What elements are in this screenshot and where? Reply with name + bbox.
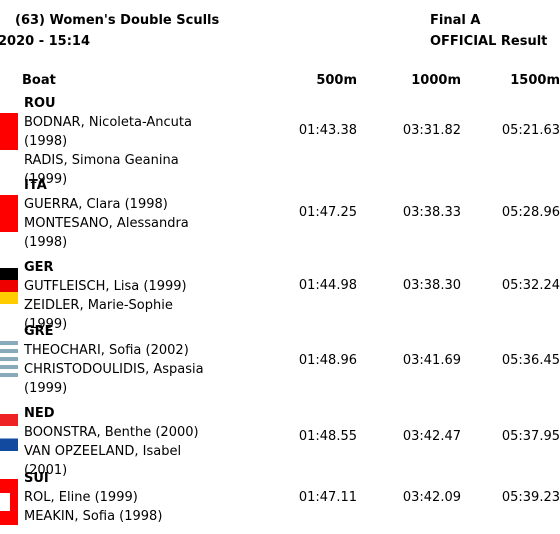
- rower-name: MEAKIN, Sofia (1998): [24, 509, 163, 524]
- rower-name: BOONSTRA, Benthe (2000): [24, 425, 199, 440]
- split-time: 05:32.24: [501, 278, 560, 293]
- rower-name: MONTESANO, Alessandra (1998): [24, 216, 189, 250]
- split-time: 05:39.23: [501, 490, 560, 505]
- crew: GER GUTFLEISCH, Lisa (1999) ZEIDLER, Marie…: [24, 258, 224, 334]
- rower-name: BODNAR, Nicoleta-Ancuta (1998): [24, 115, 192, 149]
- rower-name: CHRISTODOULIDIS, Aspasia (1999): [24, 362, 204, 396]
- country-code: GER: [24, 260, 54, 275]
- rower-name: ROL, Eline (1999): [24, 490, 138, 505]
- flag-icon: [0, 195, 18, 232]
- flag-icon: [0, 341, 18, 378]
- col-header: 1500m: [510, 73, 560, 88]
- flag-icon: [0, 113, 18, 150]
- split-time: 03:31.82: [402, 123, 461, 138]
- crew: SUI ROL, Eline (1999) MEAKIN, Sofia (1998): [24, 469, 224, 526]
- split-time: 05:28.96: [501, 205, 560, 220]
- country-code: ROU: [24, 96, 56, 111]
- split-time: 01:43.38: [298, 123, 357, 138]
- split-time: 03:41.69: [402, 353, 461, 368]
- rower-name: ZEIDLER, Marie-Sophie (1999): [24, 298, 173, 332]
- country-code: NED: [24, 406, 55, 421]
- rower-name: VAN OPZEELAND, Isabel (2001): [24, 444, 182, 478]
- rower-name: GUTFLEISCH, Lisa (1999): [24, 279, 187, 294]
- split-time: 03:42.47: [402, 429, 461, 444]
- crew: NED BOONSTRA, Benthe (2000) VAN OPZEELAND,…: [24, 404, 224, 480]
- col-header: 500m: [316, 73, 357, 88]
- race-status: OFFICIAL Result: [430, 34, 548, 49]
- country-code: SUI: [24, 471, 49, 486]
- split-time: 03:42.09: [402, 490, 461, 505]
- race-date: 2020 - 15:14: [0, 34, 91, 49]
- col-header: Boat: [22, 73, 56, 88]
- crew: ITA GUERRA, Clara (1998) MONTESANO, Alessa…: [24, 176, 224, 252]
- split-time: 01:47.25: [298, 205, 357, 220]
- rower-name: THEOCHARI, Sofia (2002): [24, 343, 189, 358]
- crew: GRE THEOCHARI, Sofia (2002) CHRISTODOULIDI…: [24, 322, 224, 398]
- crew: ROU BODNAR, Nicoleta-Ancuta (1998) RADIS, …: [24, 94, 224, 189]
- split-time: 01:48.55: [298, 429, 357, 444]
- rower-name: RADIS, Simona Geanina (1999): [24, 153, 179, 187]
- split-time: 05:21.63: [501, 123, 560, 138]
- split-time: 01:44.98: [298, 278, 357, 293]
- split-time: 05:37.95: [501, 429, 560, 444]
- country-code: ITA: [24, 178, 47, 193]
- split-time: 03:38.30: [402, 278, 461, 293]
- flag-icon: [0, 414, 18, 451]
- race-phase: Final A: [430, 13, 481, 28]
- split-time: 01:48.96: [298, 353, 357, 368]
- rower-name: GUERRA, Clara (1998): [24, 197, 168, 212]
- split-time: 05:36.45: [501, 353, 560, 368]
- flag-icon: [0, 268, 18, 304]
- flag-icon: [0, 479, 18, 525]
- race-title: (63) Women's Double Sculls: [15, 13, 220, 28]
- country-code: GRE: [24, 324, 54, 339]
- split-time: 03:38.33: [402, 205, 461, 220]
- col-header: 1000m: [411, 73, 461, 88]
- split-time: 01:47.11: [298, 490, 357, 505]
